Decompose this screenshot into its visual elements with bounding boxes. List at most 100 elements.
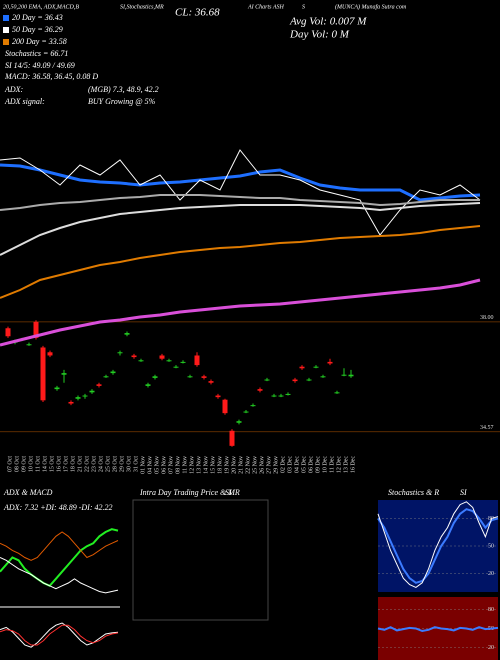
y-tick-label: 80: [488, 516, 494, 522]
header-title: 20,50,200 EMA, ADX,MACD,B: [3, 4, 79, 10]
x-tick-label: 08 Nov: [175, 456, 181, 474]
x-tick-label: 08 Oct: [14, 456, 20, 472]
candle-body: [299, 366, 305, 369]
legend-text: 20 Day = 36.43: [12, 13, 63, 22]
candle-body: [68, 401, 74, 404]
y-tick-label: 80: [488, 607, 494, 613]
candle-body: [334, 392, 340, 394]
source: AI Charts ASH: [247, 4, 285, 10]
candle-body: [173, 366, 179, 368]
series-line: [0, 622, 119, 648]
x-tick-label: 17 Oct: [63, 456, 69, 472]
candle-body: [229, 430, 235, 446]
x-tick-label: 26 Nov: [259, 456, 265, 474]
x-tick-label: 10 Oct: [28, 456, 34, 472]
series-line: [0, 202, 481, 256]
x-tick-label: 10 Dec: [322, 456, 328, 473]
signal-label: ADX signal:: [4, 97, 45, 106]
series-line: [0, 149, 481, 236]
candle-body: [89, 390, 95, 393]
panel-subtitle: SI: [460, 488, 467, 497]
panel-title: Stochastics & R: [388, 488, 439, 497]
candle-body: [138, 360, 144, 362]
x-tick-label: 07 Nov: [168, 456, 174, 474]
candle-body: [250, 405, 256, 407]
candle-body: [313, 366, 319, 368]
candle-body: [243, 411, 249, 413]
x-tick-label: 21 Oct: [77, 456, 83, 472]
avg-vol: Avg Vol: 0.007 M: [289, 16, 367, 28]
candle-body: [33, 321, 39, 338]
candle-body: [103, 376, 109, 378]
x-tick-label: 05 Dec: [301, 456, 307, 473]
x-tick-label: 16 Oct: [56, 456, 62, 472]
x-tick-label: 05 Nov: [154, 456, 160, 474]
y-tick-label: 34.57: [480, 425, 494, 431]
series-line: [377, 626, 499, 633]
x-tick-label: 15 Nov: [210, 456, 216, 474]
day-vol: Day Vol: 0 M: [289, 29, 350, 41]
x-tick-label: 09 Dec: [315, 456, 321, 473]
y-tick-label: 38.00: [480, 315, 494, 321]
candle-body: [159, 355, 165, 359]
x-tick-label: 21 Nov: [238, 456, 244, 474]
x-tick-label: 11 Dec: [329, 456, 335, 473]
legend-text: 50 Day = 36.29: [12, 25, 63, 34]
legend-text: SI 14/5: 49.09 / 49.69: [5, 61, 75, 70]
x-tick-label: 28 Oct: [112, 456, 118, 472]
x-tick-label: 11 Oct: [35, 456, 41, 472]
series-line: [0, 624, 119, 646]
candle-body: [271, 395, 277, 397]
candle-body: [131, 355, 137, 358]
candle-body: [5, 328, 11, 337]
x-tick-label: 06 Dec: [308, 456, 314, 473]
x-tick-label: 24 Oct: [98, 456, 104, 472]
candle-body: [201, 376, 207, 378]
series-line: [377, 501, 499, 588]
series-line: [0, 194, 480, 211]
x-tick-label: 25 Nov: [252, 456, 258, 474]
candle-body: [306, 379, 312, 381]
candle-body: [40, 347, 46, 401]
x-tick-label: 13 Dec: [343, 456, 349, 473]
candle-body: [222, 399, 228, 414]
intraday-box: [132, 499, 269, 621]
series-line: [377, 508, 499, 584]
candle-body: [82, 395, 88, 397]
x-tick-label: 14 Oct: [42, 456, 48, 472]
x-tick-label: 31 Oct: [133, 456, 139, 472]
x-tick-label: 04 Nov: [147, 456, 153, 474]
x-tick-label: 29 Nov: [273, 456, 279, 474]
x-tick-label: 01 Nov: [140, 456, 146, 474]
candle-body: [320, 376, 326, 378]
candle-body: [180, 361, 186, 363]
series-line: [0, 163, 481, 202]
x-tick-label: 04 Dec: [294, 456, 300, 473]
close-price: CL: 36.68: [175, 7, 220, 19]
x-tick-label: 23 Oct: [91, 456, 97, 472]
candle-body: [194, 355, 200, 366]
legend-text: MACD: 36.58, 36.45, 0.08 D: [4, 72, 98, 81]
x-tick-label: 25 Oct: [105, 456, 111, 472]
candle-body: [96, 384, 102, 386]
candle-body: [61, 373, 67, 375]
x-tick-label: 11 Nov: [182, 456, 188, 474]
x-tick-label: 16 Dec: [350, 456, 356, 473]
candle-body: [54, 387, 60, 390]
site: (MUNCA) Munafa Sutra com: [335, 3, 407, 10]
x-tick-label: 22 Nov: [245, 456, 251, 474]
candle-body: [292, 379, 298, 382]
candle-body: [236, 421, 242, 423]
candle-body: [327, 361, 333, 364]
series-line: [0, 225, 481, 299]
x-tick-label: 03 Dec: [287, 456, 293, 473]
x-tick-label: 20 Nov: [231, 456, 237, 474]
candle-body: [166, 360, 172, 362]
x-tick-label: 14 Nov: [203, 456, 209, 474]
x-tick-label: 12 Dec: [336, 456, 342, 473]
legend-text: 200 Day = 33.58: [12, 37, 67, 46]
candle-body: [278, 395, 284, 397]
header-subtitle: SI,Stochastics,MR: [120, 4, 164, 10]
